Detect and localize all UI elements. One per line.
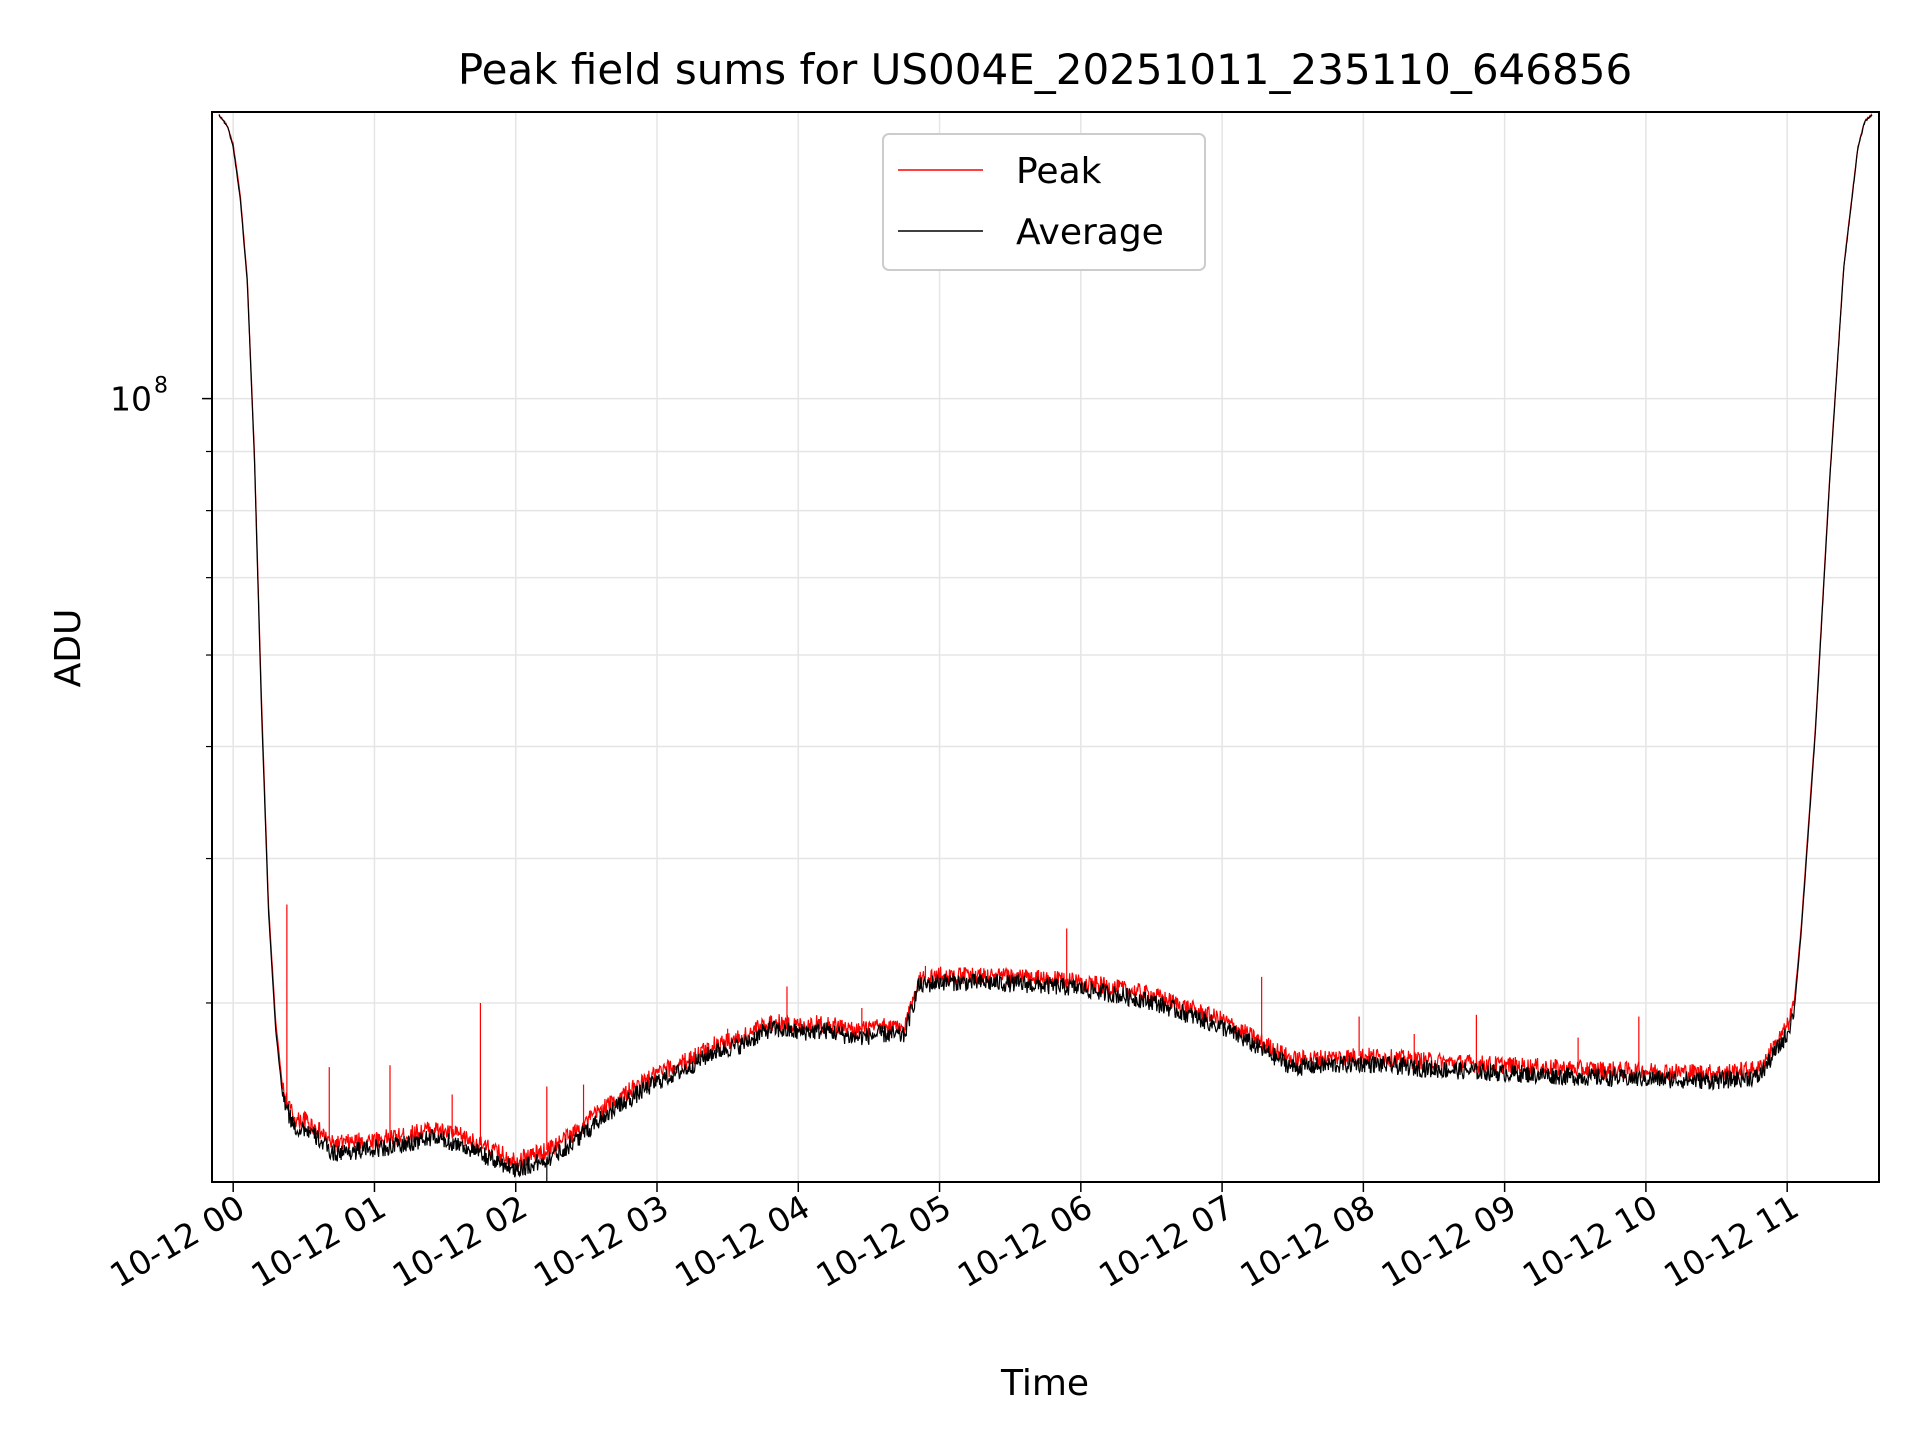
y-tick-label: 10 — [110, 380, 152, 419]
y-tick-label-exponent: 8 — [154, 374, 168, 399]
legend-label-peak: Peak — [1016, 151, 1102, 192]
plot-area — [218, 113, 1873, 1182]
series-line-average — [218, 114, 1873, 1178]
chart-title: Peak field sums for US004E_20251011_2351… — [458, 45, 1632, 94]
plot-frame — [211, 111, 1880, 1183]
series-lines — [218, 113, 1873, 1182]
x-axis-label: Time — [1000, 1363, 1089, 1404]
legend: Peak Average — [882, 133, 1206, 271]
y-axis-label: ADU — [48, 609, 89, 688]
legend-label-average: Average — [1016, 212, 1164, 253]
grid-lines — [212, 112, 1879, 1182]
legend-box — [882, 133, 1206, 271]
